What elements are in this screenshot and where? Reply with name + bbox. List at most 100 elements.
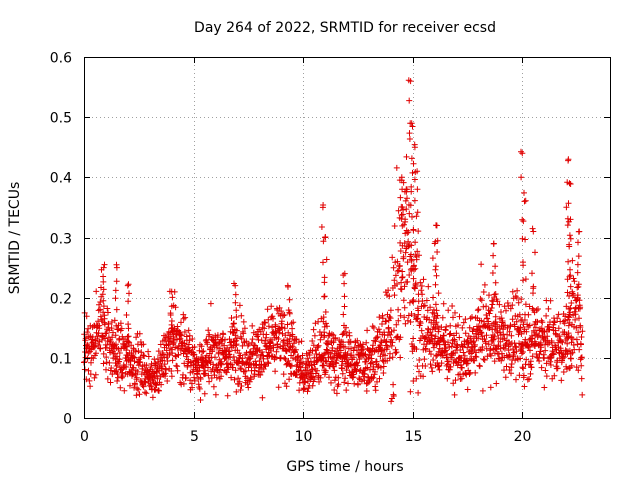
data-point [220,331,227,338]
data-point [567,283,574,290]
data-point [127,382,133,389]
data-point [374,333,381,340]
data-point [108,338,114,345]
data-point [117,384,124,391]
data-point [501,367,507,374]
data-point [382,352,388,359]
data-point [191,374,198,381]
data-point [415,228,422,235]
data-point [320,238,327,245]
data-point [125,338,132,345]
data-point [362,351,369,358]
data-point [446,331,453,338]
data-point [108,365,115,371]
data-point [541,384,548,391]
data-point [418,287,425,294]
data-point [294,371,300,378]
data-point [440,300,447,307]
data-point [185,341,192,348]
data-point [491,358,498,365]
data-point [413,375,420,382]
data-point [403,186,410,193]
data-point [281,312,288,318]
y-tick-label: 0.2 [50,292,72,308]
x-axis-label: GPS time / hours [286,459,403,475]
data-point [388,336,395,343]
data-point [289,343,296,350]
data-point [523,356,530,363]
data-point [412,239,419,246]
data-point [414,315,421,322]
data-point [284,321,291,328]
data-point [491,333,498,340]
data-point [563,204,570,211]
data-point [413,213,420,220]
data-point [481,281,488,288]
data-point [429,368,436,375]
data-point [104,375,111,382]
data-point [138,349,145,356]
data-point [507,322,514,329]
data-point [389,254,396,261]
data-point [322,234,329,241]
data-point [526,376,533,382]
data-point [387,315,394,322]
data-point [578,341,584,348]
data-point [335,374,342,381]
data-point [400,253,407,260]
data-point [451,338,458,345]
data-point [408,120,415,127]
data-point [439,314,446,321]
data-point [180,315,187,322]
data-point [428,364,435,371]
data-point [289,325,296,332]
data-point [451,391,458,398]
data-point [532,324,539,331]
data-point [415,389,422,396]
data-point [433,319,440,326]
data-point [535,354,542,361]
data-point [458,354,465,361]
data-point [284,282,291,289]
data-point [519,216,526,223]
data-point [169,331,176,338]
data-point [321,329,328,336]
data-point [152,360,159,367]
data-point [433,340,440,347]
data-point [230,330,237,336]
data-point [407,202,414,209]
data-point [492,323,499,330]
data-point [331,387,338,393]
data-point [212,391,219,398]
data-point [325,332,332,339]
data-point [406,299,413,306]
data-point [506,328,513,335]
data-point [483,312,490,318]
data-point [487,307,494,314]
data-point [530,290,536,297]
data-point [164,378,171,384]
data-point [99,318,106,325]
data-point [315,318,322,325]
data-point [531,309,538,316]
data-point [210,361,217,368]
data-point [124,343,131,350]
data-point [388,398,395,405]
data-point [142,379,149,386]
data-point [566,232,573,239]
data-point [341,280,348,287]
data-point [449,350,456,357]
data-point [325,341,332,348]
data-point [563,303,570,310]
data-point [341,328,348,335]
data-point [302,378,309,385]
data-point [484,315,491,322]
data-point [490,252,497,259]
data-point [236,378,243,385]
data-point [95,307,102,314]
data-point [363,339,370,346]
data-point [410,275,417,282]
data-point [564,340,571,347]
data-point [106,359,113,366]
data-point [143,390,150,397]
